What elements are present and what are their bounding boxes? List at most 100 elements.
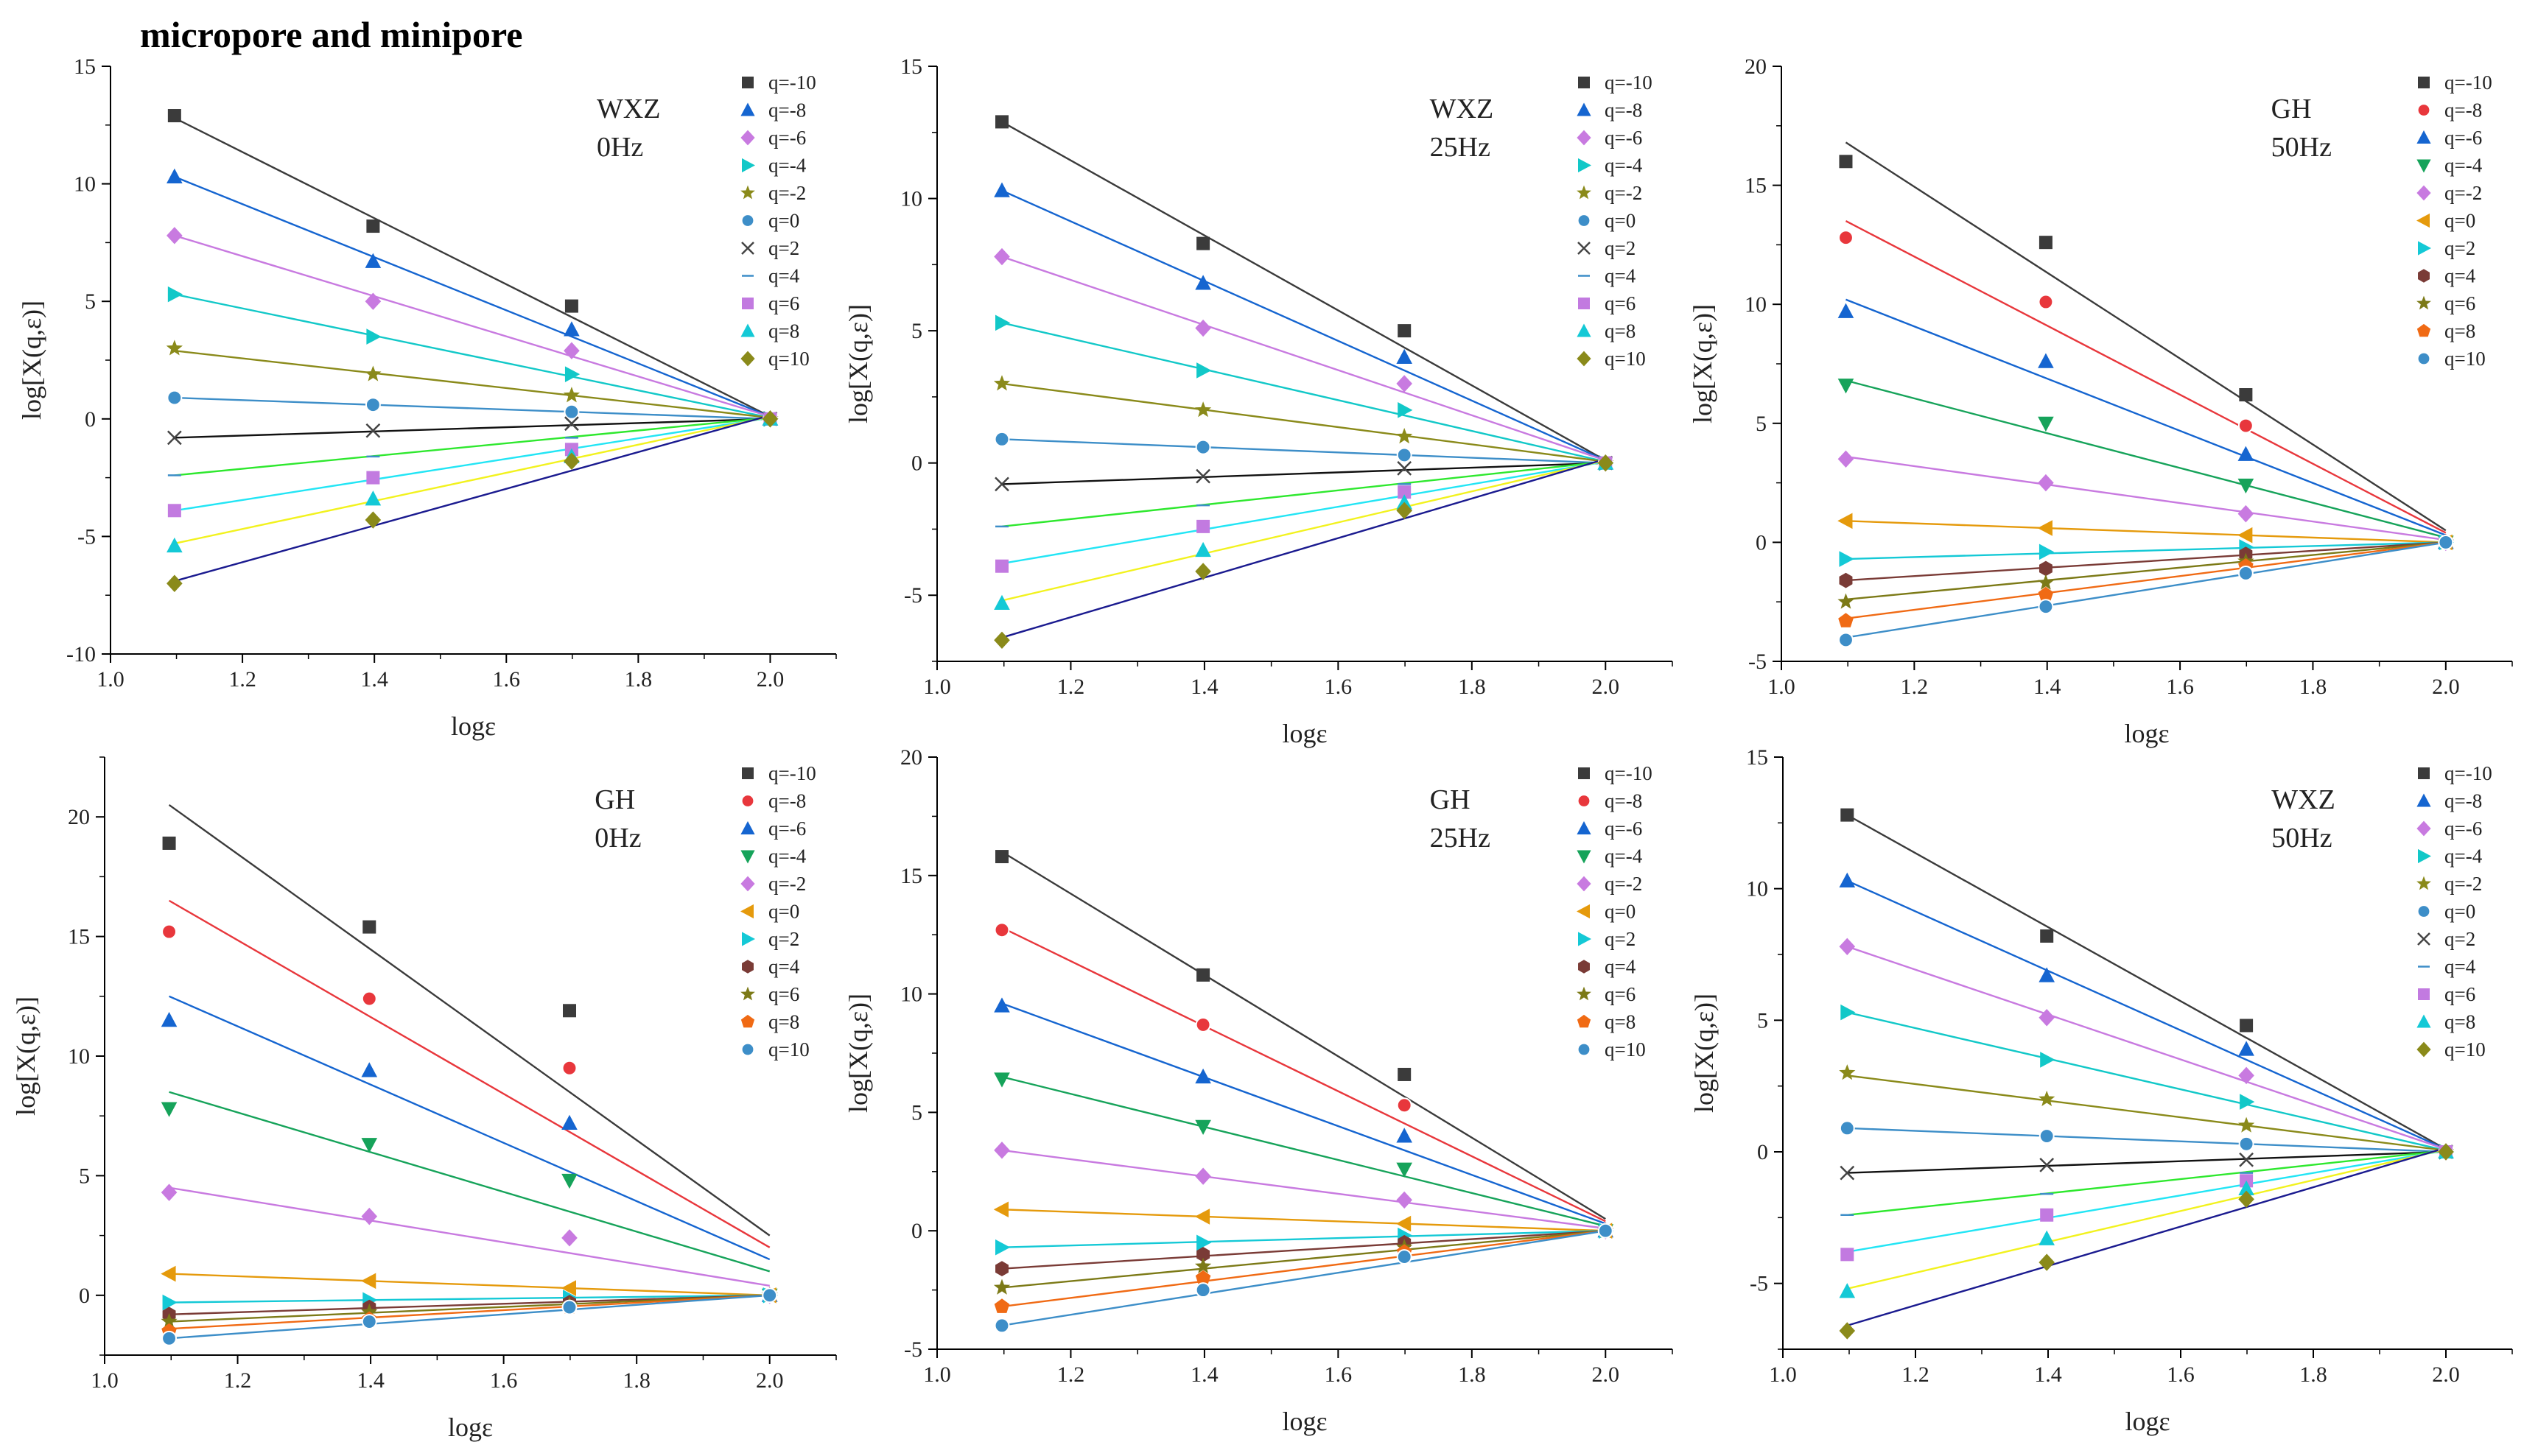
data-point: [365, 490, 382, 506]
y-tick-label: 10: [1746, 877, 1768, 901]
legend-entry: q=2: [2444, 928, 2475, 950]
legend-entry: q=-10: [1605, 762, 1652, 784]
data-point: [1195, 1068, 1211, 1084]
legend-entry: q=-6: [1605, 817, 1642, 840]
data-point: [995, 1261, 1009, 1277]
panel-annotation: WXZ: [1430, 94, 1494, 124]
legend-entry: q=-8: [1605, 99, 1642, 122]
y-tick-label: 0: [1757, 1140, 1768, 1164]
data-point: [2237, 527, 2253, 544]
fit-line-q=-4: [169, 1091, 771, 1273]
data-point: [2039, 967, 2055, 982]
legend-entry: q=6: [1605, 983, 1636, 1005]
x-tick-label: 1.0: [97, 667, 125, 692]
data-point: [2238, 1190, 2254, 1209]
data-point: [2039, 544, 2055, 560]
data-point: [2238, 1041, 2254, 1056]
fit-line-q=4: [174, 417, 771, 476]
legend-marker: [740, 351, 755, 367]
chart-panel-3: 1.0 1.2 1.4 1.6 1.8 2.0 -5 0 5 10 15 20 logε log[X(q,…: [1688, 54, 2513, 748]
legend-marker: [741, 242, 754, 255]
data-point: [1838, 613, 1854, 627]
y-tick-label: 15: [74, 54, 96, 79]
legend-marker: [2416, 793, 2431, 807]
legend-marker: [2417, 932, 2430, 946]
fit-line-q=10: [1845, 541, 2447, 639]
fit-line-q=0: [174, 396, 771, 420]
data-point: [161, 924, 178, 940]
data-point: [2039, 1090, 2055, 1106]
data-point: [161, 1312, 178, 1329]
legend-entry: q=8: [1605, 320, 1636, 342]
data-point: [361, 1138, 378, 1153]
data-point: [994, 631, 1010, 649]
legend-entry: q=10: [768, 348, 810, 370]
data-point: [1839, 155, 1853, 169]
data-point: [366, 471, 380, 485]
panel-annotation: WXZ: [2271, 784, 2335, 815]
chart-panel-1: 1.0 1.2 1.4 1.6 1.8 2.0 -10 -5 0 5 10 15 logε log[X(q…: [17, 54, 837, 741]
data-point: [1837, 593, 1854, 609]
fit-line-q=-4: [1847, 1011, 2447, 1152]
data-point: [1837, 450, 1854, 468]
data-point: [1195, 1282, 1211, 1298]
data-point: [561, 1060, 578, 1076]
legend-entry: q=-8: [768, 790, 806, 812]
legend-entry: q=-2: [2444, 873, 2482, 895]
fit-line-q=-4: [174, 293, 771, 419]
x-axis-label: logε: [1282, 1407, 1327, 1436]
legend-marker: [1578, 767, 1590, 779]
data-point: [1398, 324, 1412, 338]
fit-line-q=10: [174, 414, 771, 583]
data-point: [561, 1114, 578, 1130]
data-point: [1194, 401, 1212, 418]
legend-entry: q=4: [2444, 956, 2476, 978]
data-point: [2038, 416, 2054, 432]
legend-marker: [740, 904, 754, 919]
x-tick-label: 1.6: [1325, 1362, 1353, 1387]
y-tick-label: 20: [68, 805, 90, 829]
fit-line-q=2: [174, 418, 771, 439]
data-point: [365, 397, 381, 413]
legend-marker: [1577, 794, 1591, 808]
legend-entry: q=10: [1605, 1038, 1646, 1061]
data-point: [995, 850, 1009, 864]
data-point: [1195, 1270, 1211, 1285]
data-point: [1838, 230, 1854, 246]
fit-line-q=-2: [174, 350, 771, 419]
data-point: [1839, 1322, 1856, 1340]
legend-marker: [740, 185, 755, 200]
data-point: [993, 375, 1011, 391]
data-point: [2039, 1253, 2055, 1271]
data-point: [1396, 1249, 1412, 1265]
data-point: [561, 1299, 578, 1315]
legend-entry: q=-2: [768, 182, 806, 204]
data-point: [166, 168, 183, 184]
y-tick-label: 0: [911, 451, 922, 476]
fit-line-q=6: [169, 1294, 770, 1323]
data-point: [994, 182, 1010, 197]
chart-panel-2: 1.0 1.2 1.4 1.6 1.8 2.0 -5 0 5 10 15 logε log[X(q,ε)…: [844, 54, 1673, 748]
data-point: [2240, 1019, 2254, 1033]
data-point: [2238, 1180, 2254, 1196]
legend-marker: [742, 932, 755, 946]
x-tick-label: 1.4: [357, 1368, 385, 1393]
fit-line-q=0: [1001, 1209, 1606, 1232]
data-point: [2239, 1152, 2254, 1167]
data-point: [564, 342, 580, 359]
legend-entry: q=-4: [1605, 155, 1643, 177]
data-point: [1195, 541, 1211, 558]
legend-entry: q=-10: [2444, 762, 2492, 784]
legend-marker: [1578, 298, 1590, 309]
legend-marker: [2418, 848, 2431, 864]
legend-entry: q=-2: [1605, 182, 1642, 204]
figure-title: micropore and minipore: [140, 14, 523, 55]
fit-line-q=-6: [174, 234, 771, 418]
data-point: [366, 219, 380, 233]
fit-line-q=-8: [1846, 879, 2447, 1150]
fit-line-q=8: [1001, 459, 1606, 602]
data-point: [1195, 1016, 1211, 1033]
data-point: [994, 431, 1010, 447]
fit-line-q=2: [1001, 462, 1606, 485]
x-tick-label: 1.2: [1901, 1362, 1929, 1387]
